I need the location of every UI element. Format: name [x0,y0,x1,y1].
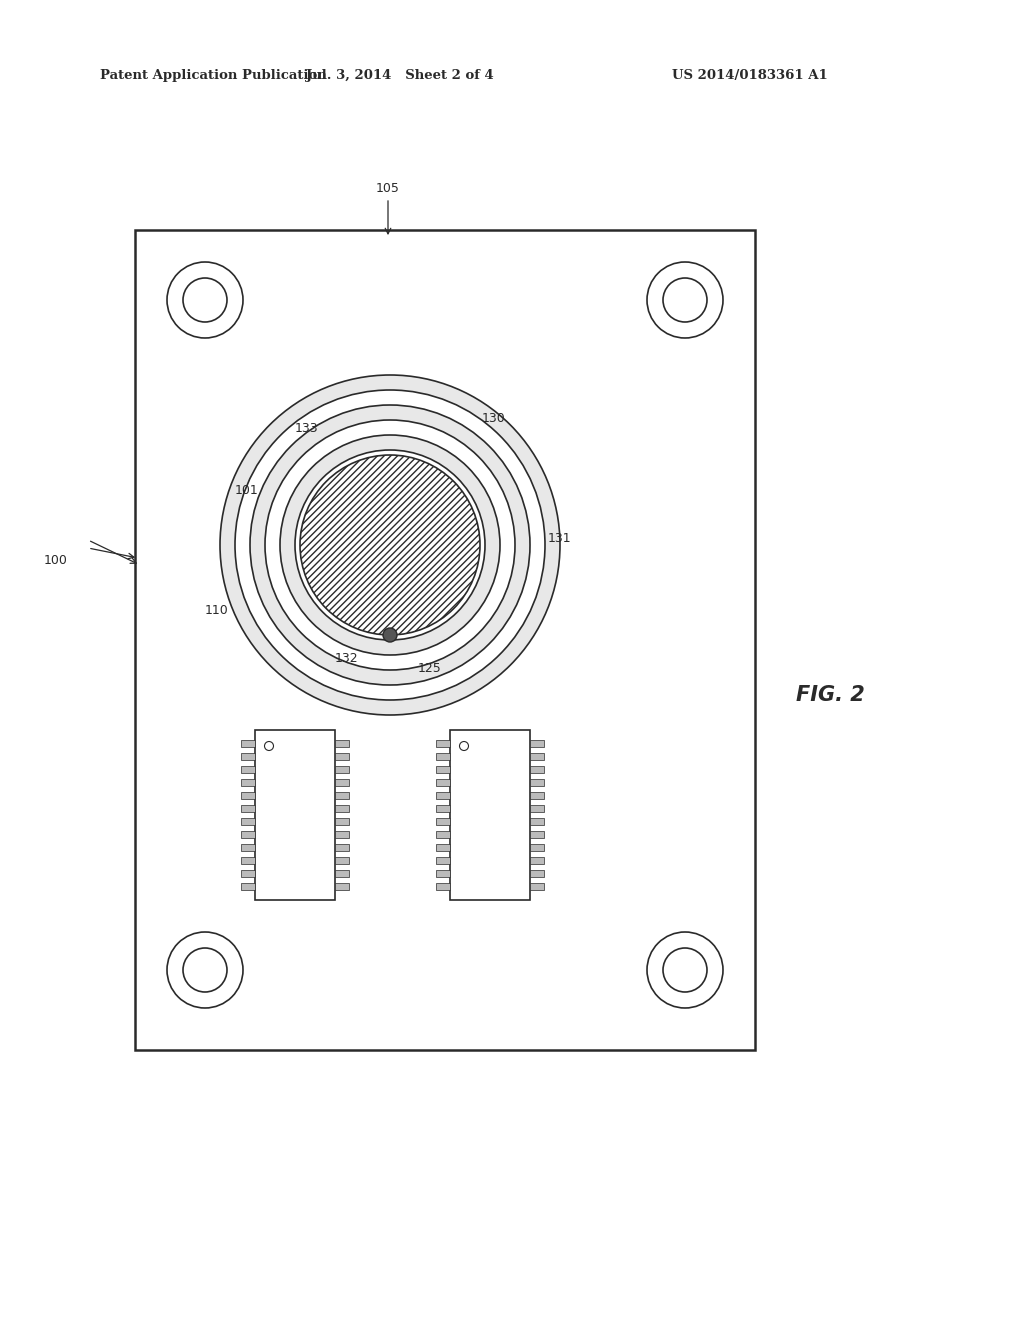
Bar [335,832,349,838]
Bar [335,739,349,747]
Text: 132: 132 [335,652,358,664]
Text: 100: 100 [44,553,68,566]
Bar [436,857,450,865]
Text: 101: 101 [234,483,258,496]
Circle shape [167,932,243,1008]
Bar [530,779,544,785]
Text: 125: 125 [418,661,441,675]
Bar [436,870,450,878]
Circle shape [220,375,560,715]
Bar [241,739,255,747]
Circle shape [383,628,397,642]
Bar [335,766,349,772]
Bar [335,805,349,812]
Circle shape [250,405,530,685]
Bar [436,818,450,825]
Circle shape [234,389,545,700]
Bar [530,832,544,838]
Bar [335,752,349,759]
Circle shape [647,261,723,338]
Bar [436,766,450,772]
Bar [241,818,255,825]
Circle shape [183,279,227,322]
Bar [335,883,349,891]
Circle shape [280,436,500,655]
Bar [335,857,349,865]
Circle shape [300,455,480,635]
Bar [436,883,450,891]
Bar [436,792,450,799]
Bar [436,752,450,759]
Bar [255,730,335,900]
Bar [335,792,349,799]
Bar [241,845,255,851]
Circle shape [663,948,707,993]
Bar [241,857,255,865]
Bar [335,845,349,851]
Bar [530,792,544,799]
Bar [135,230,755,1049]
Bar [530,739,544,747]
Bar [436,739,450,747]
Bar [335,818,349,825]
Bar [241,805,255,812]
Bar [530,818,544,825]
Circle shape [265,420,515,671]
Bar [241,752,255,759]
Bar [241,883,255,891]
Bar [530,883,544,891]
Bar [335,779,349,785]
Bar [241,766,255,772]
Bar [436,805,450,812]
Circle shape [663,279,707,322]
Circle shape [167,261,243,338]
Bar [241,832,255,838]
Circle shape [183,948,227,993]
Bar [530,845,544,851]
Text: 130: 130 [482,412,506,425]
Text: 131: 131 [548,532,571,544]
Text: FIG. 2: FIG. 2 [796,685,864,705]
Text: Jul. 3, 2014   Sheet 2 of 4: Jul. 3, 2014 Sheet 2 of 4 [306,69,494,82]
Bar [530,870,544,878]
Bar [335,870,349,878]
Bar [436,845,450,851]
Bar [241,870,255,878]
Bar [436,832,450,838]
Text: Patent Application Publication: Patent Application Publication [100,69,327,82]
Bar [450,730,530,900]
Bar [436,779,450,785]
Circle shape [295,450,485,640]
Circle shape [647,932,723,1008]
Bar [530,752,544,759]
Text: 110: 110 [204,603,228,616]
Text: 105: 105 [376,181,400,194]
Bar [241,792,255,799]
Bar [241,779,255,785]
Bar [530,766,544,772]
Text: US 2014/0183361 A1: US 2014/0183361 A1 [672,69,827,82]
Bar [530,857,544,865]
Bar [530,805,544,812]
Text: 133: 133 [294,421,318,434]
